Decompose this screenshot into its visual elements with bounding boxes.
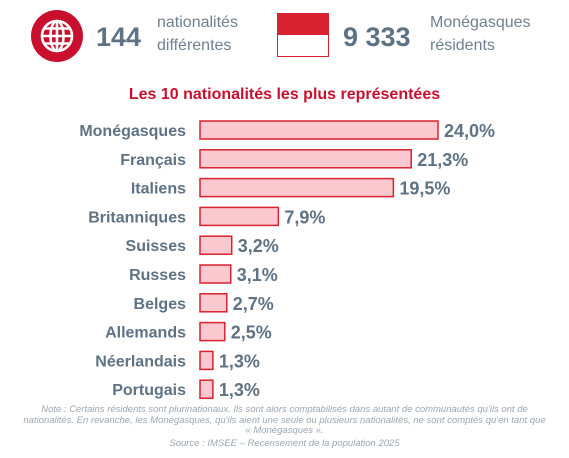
value-label: 2,7% <box>233 294 274 314</box>
residents-label-line1: Monégasques <box>430 14 531 31</box>
bar <box>199 379 214 399</box>
bar <box>199 293 228 313</box>
value-label: 1,3% <box>219 380 260 400</box>
category-label: Suisses <box>126 238 187 255</box>
bar <box>199 177 395 198</box>
bar <box>199 350 214 371</box>
residents-count: 9 333 <box>343 22 411 52</box>
monaco-flag-icon <box>277 13 329 57</box>
footnote: Note : Certains résidents sont plurinati… <box>23 404 546 436</box>
category-label: Monégasques <box>79 123 186 140</box>
chart-title: Les 10 nationalités les plus représentée… <box>128 86 441 103</box>
bar <box>199 149 412 169</box>
bar <box>199 321 226 342</box>
category-label: Français <box>120 152 186 169</box>
value-label: 21,3% <box>417 150 468 170</box>
bar <box>199 120 439 140</box>
category-label: Russes <box>129 267 186 284</box>
bar <box>199 206 280 227</box>
category-label: Britanniques <box>88 209 186 226</box>
value-label: 24,0% <box>444 121 495 141</box>
category-label: Portugais <box>112 382 186 399</box>
source-note: Source : IMSEE – Recensement de la popul… <box>169 438 400 449</box>
globe-icon <box>31 10 83 62</box>
category-label: Allemands <box>105 325 186 342</box>
value-label: 7,9% <box>284 207 325 227</box>
value-label: 1,3% <box>219 351 260 371</box>
value-label: 2,5% <box>231 323 272 343</box>
bar <box>199 264 232 284</box>
category-label: Belges <box>134 296 187 313</box>
value-label: 3,1% <box>237 265 278 285</box>
value-label: 3,2% <box>238 236 279 256</box>
value-label: 19,5% <box>399 179 450 199</box>
category-label: Italiens <box>131 181 186 198</box>
nationalities-label-line2: différentes <box>157 37 232 54</box>
nationalities-label-line1: nationalités <box>157 14 238 31</box>
category-label: Néerlandais <box>95 353 186 370</box>
bar <box>199 235 233 255</box>
nationalities-count: 144 <box>96 22 142 52</box>
residents-label-line2: résidents <box>430 37 495 54</box>
